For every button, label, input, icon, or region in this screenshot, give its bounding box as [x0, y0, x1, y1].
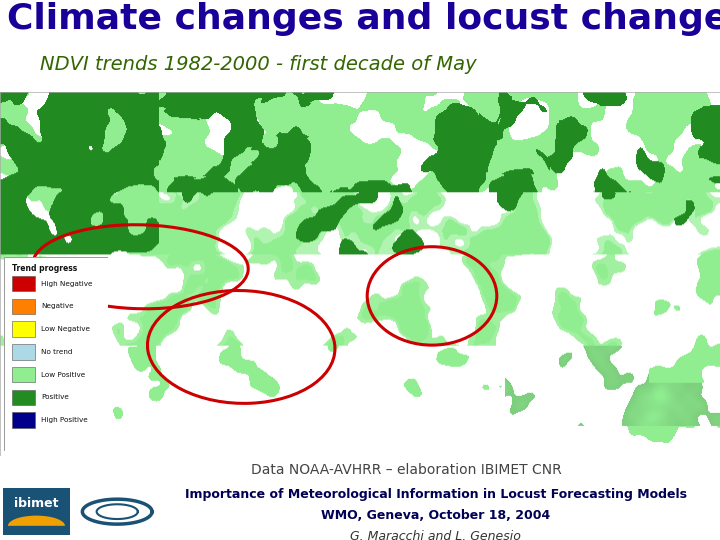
Bar	[3, 488, 70, 536]
Bar	[12, 276, 35, 292]
Text: Importance of Meteorological Information in Locust Forecasting Models: Importance of Meteorological Information…	[184, 488, 687, 501]
Text: High Negative: High Negative	[41, 281, 93, 287]
Text: Positive: Positive	[41, 394, 69, 401]
Bar	[12, 390, 35, 405]
Text: WMO, Geneva, October 18, 2004: WMO, Geneva, October 18, 2004	[321, 509, 550, 522]
Text: No trend: No trend	[41, 349, 73, 355]
Bar	[12, 299, 35, 314]
Wedge shape	[8, 516, 65, 526]
Text: Negative: Negative	[41, 303, 74, 309]
Text: G. Maracchi and L. Genesio: G. Maracchi and L. Genesio	[350, 530, 521, 540]
Bar	[12, 367, 35, 382]
Bar	[12, 413, 35, 428]
Bar	[12, 344, 35, 360]
Text: Low Negative: Low Negative	[41, 326, 90, 332]
Text: ibimet: ibimet	[14, 497, 59, 510]
Text: Trend progress: Trend progress	[12, 264, 77, 273]
Text: Data NOAA-AVHRR – elaboration IBIMET CNR: Data NOAA-AVHRR – elaboration IBIMET CNR	[251, 463, 562, 477]
Text: High Positive: High Positive	[41, 417, 88, 423]
Text: NDVI trends 1982-2000 - first decade of May: NDVI trends 1982-2000 - first decade of …	[40, 55, 476, 74]
Bar	[12, 321, 35, 337]
Text: Low Positive: Low Positive	[41, 372, 86, 377]
Text: Climate changes and locust changes: Climate changes and locust changes	[7, 2, 720, 36]
